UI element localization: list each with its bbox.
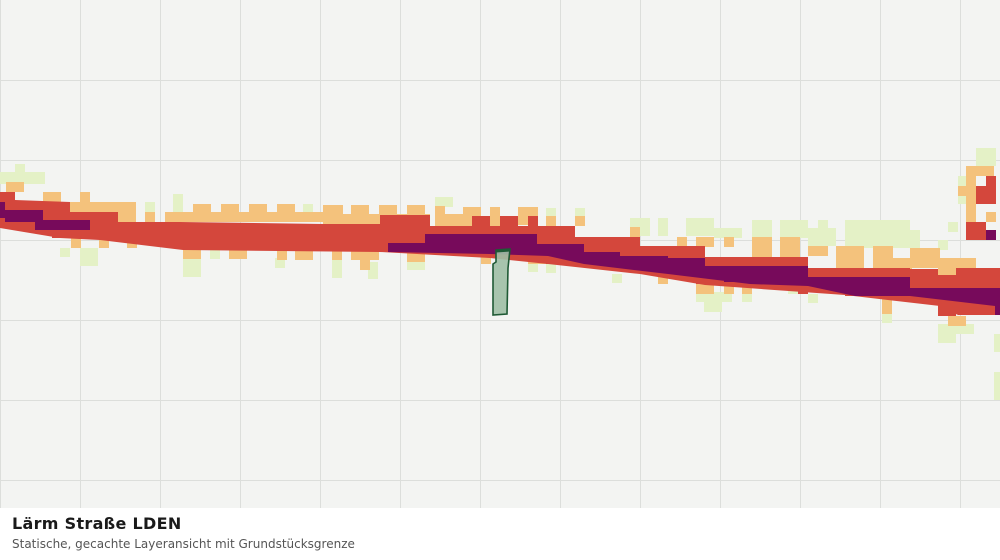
noise-medium <box>6 166 996 326</box>
map-grid <box>0 0 1000 508</box>
parcel-edge <box>495 248 511 253</box>
map-title: Lärm Straße LDEN <box>12 514 182 533</box>
map-view <box>0 0 1000 508</box>
parcel-boundary <box>492 248 511 316</box>
noise-very-high <box>0 202 1000 315</box>
noise-low <box>0 148 1000 400</box>
caption: Lärm Straße LDEN Statische, gecachte Lay… <box>0 508 1000 560</box>
map-subtitle: Statische, gecachte Layeransicht mit Gru… <box>12 537 355 551</box>
